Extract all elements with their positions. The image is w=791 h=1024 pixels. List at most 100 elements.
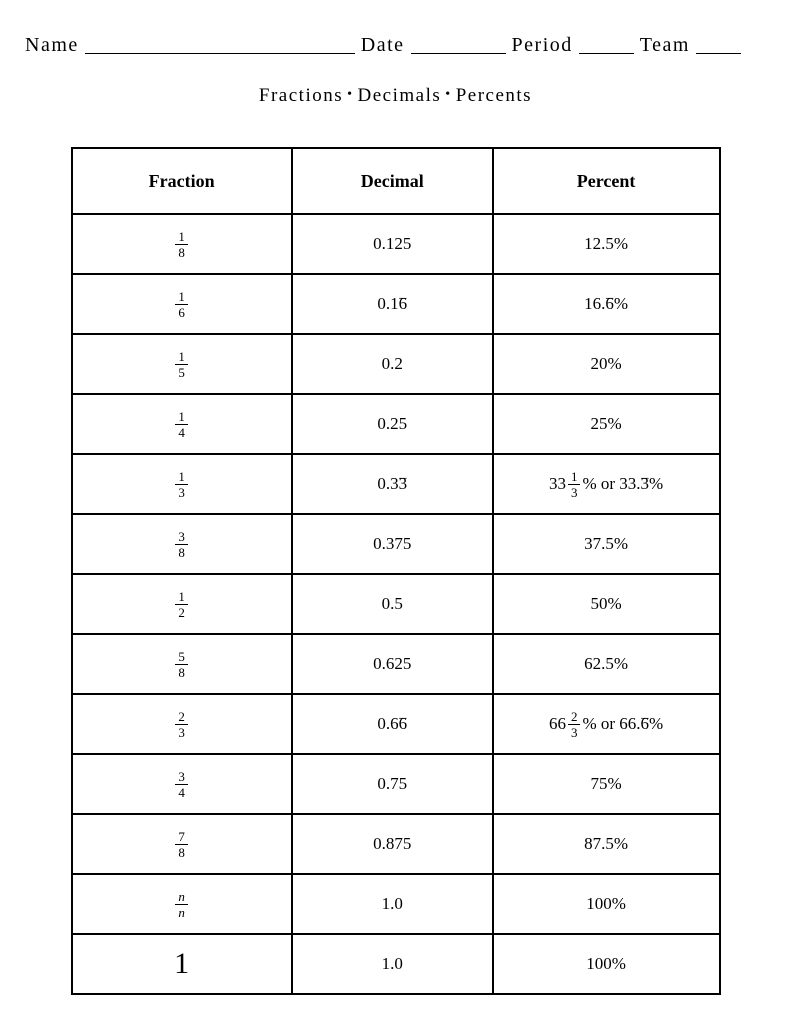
repeating-decimal: 0.16 bbox=[377, 294, 407, 313]
table-row: 78 0.875 87.5% bbox=[72, 814, 720, 874]
cell-percent: 25% bbox=[493, 394, 720, 454]
repeating-decimal: 66.6% bbox=[619, 714, 663, 733]
cell-fraction: 1 bbox=[72, 934, 292, 994]
value-text: 0.75 bbox=[377, 774, 407, 793]
fraction: 14 bbox=[175, 410, 188, 439]
cell-percent: 87.5% bbox=[493, 814, 720, 874]
value-text: 25% bbox=[591, 414, 622, 433]
value-text: 100% bbox=[586, 954, 626, 973]
cell-fraction: 58 bbox=[72, 634, 292, 694]
table-row: 18 0.125 12.5% bbox=[72, 214, 720, 274]
table-row: 15 0.220% bbox=[72, 334, 720, 394]
cell-percent: 100% bbox=[493, 934, 720, 994]
date-label: Date bbox=[361, 34, 405, 57]
value-text: 0.125 bbox=[373, 234, 411, 253]
table-row: 14 0.25 25% bbox=[72, 394, 720, 454]
fraction: 13 bbox=[175, 470, 188, 499]
value-text: 100% bbox=[586, 894, 626, 913]
table-row: 1 1.0 100% bbox=[72, 934, 720, 994]
cell-decimal: 0.2 bbox=[292, 334, 493, 394]
repeating-decimal: 0.66 bbox=[377, 714, 407, 733]
value-text: 12.5% bbox=[584, 234, 628, 253]
col-header-decimal: Decimal bbox=[292, 148, 493, 214]
value-text: 0.25 bbox=[377, 414, 407, 433]
cell-percent: 75% bbox=[493, 754, 720, 814]
date-blank[interactable] bbox=[411, 33, 506, 54]
name-blank[interactable] bbox=[85, 33, 355, 54]
cell-decimal: 0.625 bbox=[292, 634, 493, 694]
cell-decimal: 0.25 bbox=[292, 394, 493, 454]
fraction: 23 bbox=[175, 710, 188, 739]
team-blank[interactable] bbox=[696, 33, 741, 54]
cell-decimal: 0.16 bbox=[292, 274, 493, 334]
cell-decimal: 0.375 bbox=[292, 514, 493, 574]
cell-fraction: 38 bbox=[72, 514, 292, 574]
whole-number: 1 bbox=[174, 947, 189, 980]
value-text: 75% bbox=[591, 774, 622, 793]
cell-fraction: 12 bbox=[72, 574, 292, 634]
title-part: Percents bbox=[456, 85, 532, 106]
value-text: 50% bbox=[591, 594, 622, 613]
cell-fraction: 13 bbox=[72, 454, 292, 514]
col-header-fraction: Fraction bbox=[72, 148, 292, 214]
cell-percent: 100% bbox=[493, 874, 720, 934]
mixed-number: 3313% bbox=[549, 470, 597, 499]
cell-fraction: 16 bbox=[72, 274, 292, 334]
cell-decimal: 0.75 bbox=[292, 754, 493, 814]
cell-decimal: 0.5 bbox=[292, 574, 493, 634]
fraction: 38 bbox=[175, 530, 188, 559]
cell-decimal: 1.0 bbox=[292, 874, 493, 934]
table-row: 16 0.16 16.6% bbox=[72, 274, 720, 334]
header-line: Name Date Period Team bbox=[25, 30, 766, 57]
fraction: 15 bbox=[175, 350, 188, 379]
period-blank[interactable] bbox=[579, 33, 634, 54]
cell-fraction: 23 bbox=[72, 694, 292, 754]
cell-percent: 12.5% bbox=[493, 214, 720, 274]
title-part: Fractions bbox=[259, 85, 343, 106]
fraction: 23 bbox=[568, 710, 581, 739]
fraction: 16 bbox=[175, 290, 188, 319]
table-header-row: Fraction Decimal Percent bbox=[72, 148, 720, 214]
cell-percent: 62.5% bbox=[493, 634, 720, 694]
cell-percent: 16.6% bbox=[493, 274, 720, 334]
title-bullet-icon: • bbox=[347, 87, 353, 103]
repeating-decimal: 33.3% bbox=[619, 474, 663, 493]
cell-fraction: 18 bbox=[72, 214, 292, 274]
table-row: 12 0.5 50% bbox=[72, 574, 720, 634]
table-row: 580.625 62.5% bbox=[72, 634, 720, 694]
team-label: Team bbox=[640, 34, 690, 57]
cell-fraction: nn bbox=[72, 874, 292, 934]
period-label: Period bbox=[512, 34, 573, 57]
value-text: 87.5% bbox=[584, 834, 628, 853]
fraction: 34 bbox=[175, 770, 188, 799]
value-text: 62.5% bbox=[584, 654, 628, 673]
table-row: 23 0.66 6623% or 66.6% bbox=[72, 694, 720, 754]
cell-fraction: 15 bbox=[72, 334, 292, 394]
title-part: Decimals bbox=[358, 85, 442, 106]
cell-percent: 3313% or 33.3% bbox=[493, 454, 720, 514]
cell-decimal: 0.125 bbox=[292, 214, 493, 274]
col-header-percent: Percent bbox=[493, 148, 720, 214]
cell-percent: 6623% or 66.6% bbox=[493, 694, 720, 754]
value-text: 37.5% bbox=[584, 534, 628, 553]
title-bullet-icon: • bbox=[445, 87, 451, 103]
conversion-table: Fraction Decimal Percent 18 0.125 12.5% 16 0… bbox=[71, 147, 721, 995]
cell-fraction: 78 bbox=[72, 814, 292, 874]
value-text: 0.5 bbox=[382, 594, 403, 613]
fraction: 78 bbox=[175, 830, 188, 859]
cell-decimal: 0.66 bbox=[292, 694, 493, 754]
table-row: 38 0.375 37.5% bbox=[72, 514, 720, 574]
value-text: 0.875 bbox=[373, 834, 411, 853]
cell-percent: 20% bbox=[493, 334, 720, 394]
table-row: 34 0.75 75% bbox=[72, 754, 720, 814]
cell-percent: 50% bbox=[493, 574, 720, 634]
fraction: 12 bbox=[175, 590, 188, 619]
name-label: Name bbox=[25, 34, 79, 57]
percent-alternatives: 3313% or 33.3% bbox=[549, 474, 663, 493]
value-text: 1.0 bbox=[382, 954, 403, 973]
table-row: nn 1.0 100% bbox=[72, 874, 720, 934]
table-row: 130.333313% or 33.3% bbox=[72, 454, 720, 514]
fraction: nn bbox=[175, 890, 188, 919]
cell-percent: 37.5% bbox=[493, 514, 720, 574]
cell-fraction: 34 bbox=[72, 754, 292, 814]
